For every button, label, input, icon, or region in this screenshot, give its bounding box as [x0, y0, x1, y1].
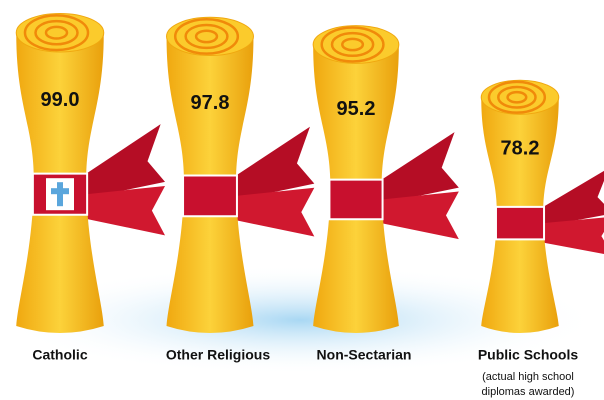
- chart: 99.0 Catholic 97.8 Other Religious 95.2 Non-S…: [0, 0, 604, 400]
- category-label: Other Religious: [166, 347, 270, 363]
- category-label: Public Schools: [478, 347, 579, 363]
- scroll-top: [481, 80, 559, 114]
- value-label: 97.8: [191, 92, 230, 114]
- annotation: (actual high school: [482, 371, 574, 383]
- ribbon: [86, 186, 165, 235]
- ribbon: [543, 217, 604, 256]
- ribbon: [86, 124, 165, 198]
- annotation: diplomas awarded): [482, 386, 575, 398]
- cross: [51, 188, 69, 194]
- category-label: Catholic: [32, 347, 87, 363]
- ribbon: [382, 132, 459, 203]
- ribbon: [543, 168, 604, 227]
- value-label: 99.0: [41, 89, 80, 111]
- value-label: 95.2: [337, 98, 376, 120]
- band: [183, 176, 237, 217]
- ribbon: [382, 192, 459, 240]
- band: [329, 180, 382, 220]
- scroll-top: [167, 17, 254, 55]
- scroll-top: [16, 13, 104, 52]
- ribbon: [236, 188, 314, 237]
- value-label: 78.2: [501, 138, 540, 160]
- category-label: Non-Sectarian: [317, 347, 412, 363]
- band: [496, 207, 544, 240]
- scroll-top: [313, 26, 399, 64]
